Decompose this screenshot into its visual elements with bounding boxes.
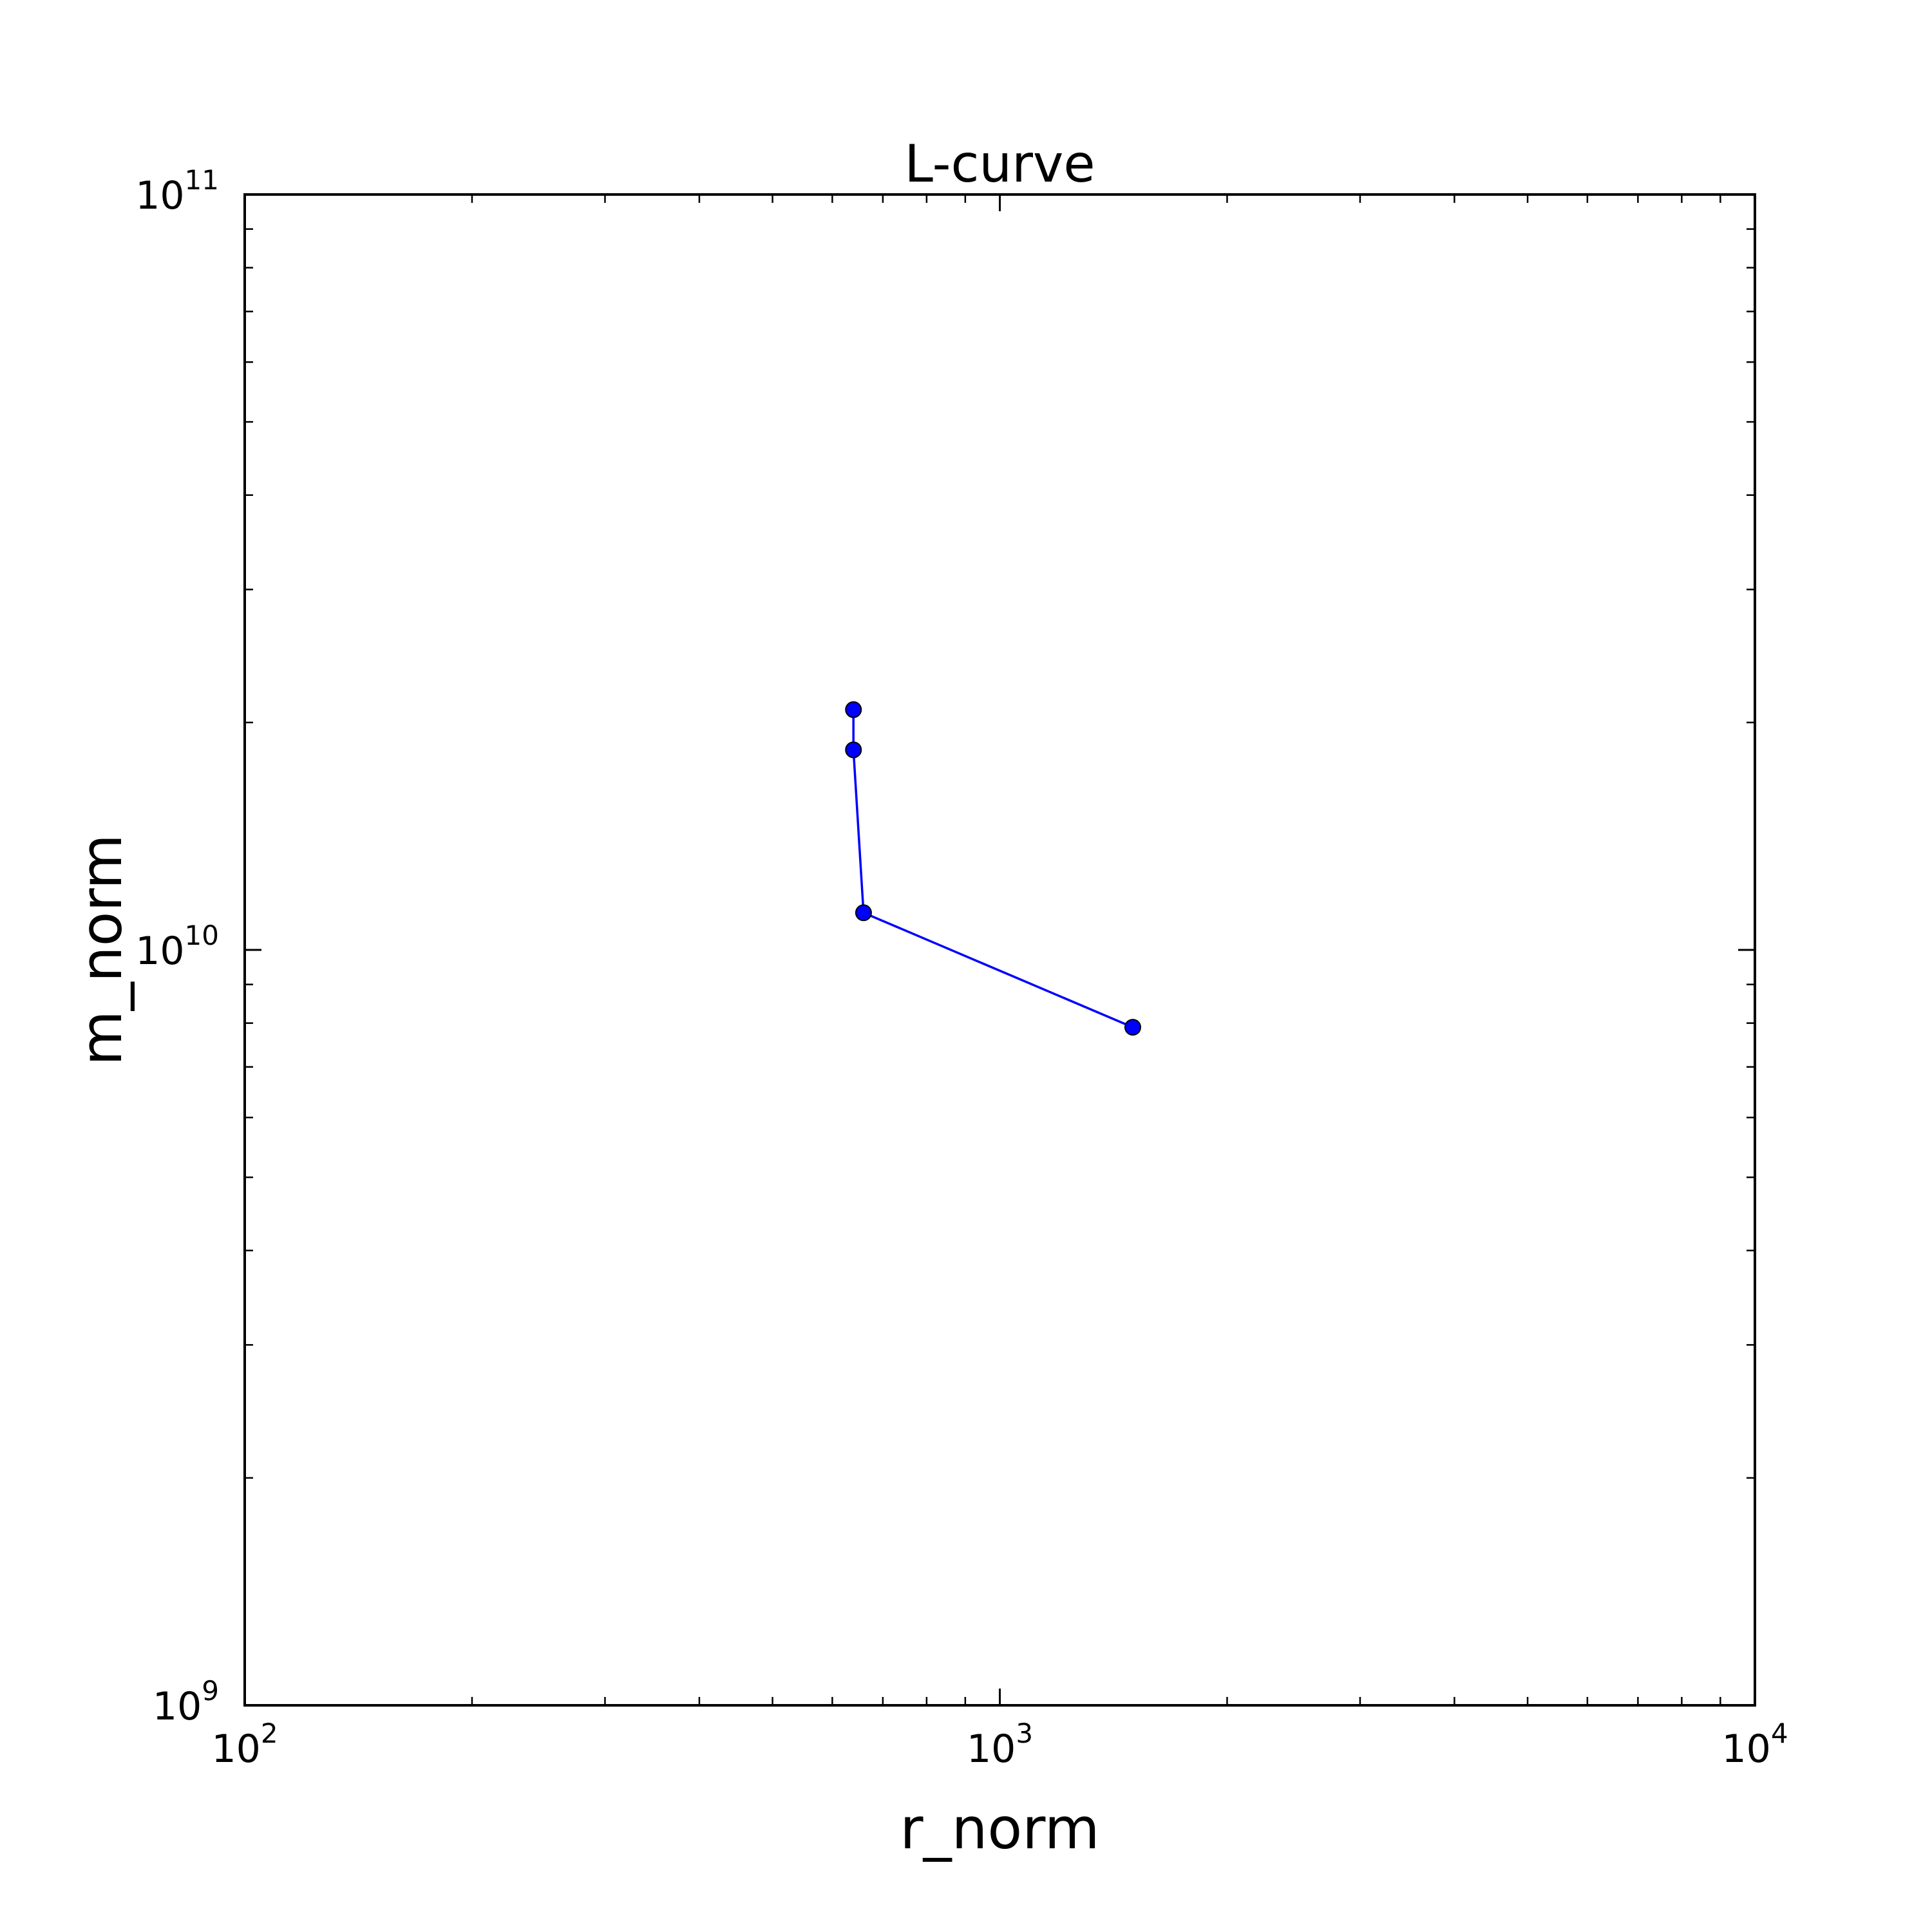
data-point xyxy=(1124,1019,1141,1036)
series-line xyxy=(852,709,1133,1028)
x-tick-label: 103 xyxy=(967,1718,1033,1772)
x-tick-label: 102 xyxy=(211,1718,278,1772)
x-axis-label: r_norm xyxy=(900,1795,1099,1862)
minor-ticks xyxy=(245,194,1755,1705)
y-axis-label: m_norm xyxy=(68,834,135,1066)
series-layer xyxy=(845,701,1141,1036)
plot-area xyxy=(245,194,1755,1705)
y-tick-label: 1011 xyxy=(135,164,219,218)
x-tick-label: 104 xyxy=(1721,1718,1788,1772)
plot-frame xyxy=(243,193,1756,1707)
y-tick-label: 109 xyxy=(153,1675,219,1729)
chart-title: L-curve xyxy=(904,134,1095,194)
data-point xyxy=(845,741,862,759)
y-tick-label: 1010 xyxy=(135,920,219,974)
data-point xyxy=(855,904,872,922)
data-point xyxy=(845,701,862,718)
tick-labels: 102 103 104 109 1010 1011 xyxy=(135,164,1788,1772)
